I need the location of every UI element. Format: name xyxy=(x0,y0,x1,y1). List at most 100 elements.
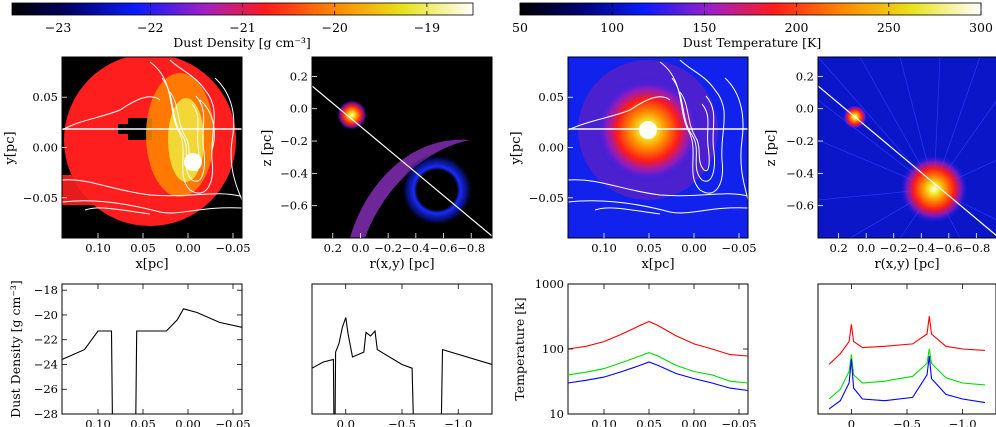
density-profile-xy-frame xyxy=(61,283,243,415)
series-line-density xyxy=(312,317,492,414)
density-profile-rz-axes: 0.0 −0.5 −1.0 xyxy=(337,284,472,427)
colorbar-tick-label: 50 xyxy=(512,20,528,35)
temperature-colorbar-label: Dust Temperature [K] xyxy=(683,35,821,50)
density-profile-rz-lines xyxy=(312,317,492,414)
profile-x-tick-label: −1.0 xyxy=(444,417,472,427)
map-y-tick-label: −0.2 xyxy=(786,134,814,148)
density-profile-ylabel: Dust Density [g cm⁻³] xyxy=(8,280,23,418)
profile-y-tick-label: −24 xyxy=(34,357,58,371)
temperature-profile-rz-lines xyxy=(828,316,985,410)
temperature-xy-ylabel: y[pc] xyxy=(509,131,524,165)
map-x-tick-label: 0.10 xyxy=(591,241,617,255)
map-x-tick-label: −0.05 xyxy=(721,241,756,255)
series-line-min xyxy=(828,355,985,410)
colorbar-tick-label: −19 xyxy=(414,20,440,35)
map-y-tick-label: 0.00 xyxy=(538,141,564,155)
profile-y-tick-label: 1000 xyxy=(535,277,564,291)
temperature-xy-map: 0.10 0.05 0.00 −0.05 0.05 0.00 −0.05 x[pc] y[p… xyxy=(509,56,757,272)
profile-y-tick-label: −26 xyxy=(34,382,58,396)
map-x-tick-label: 0.00 xyxy=(681,241,707,255)
profile-x-tick-label: 0.10 xyxy=(591,417,617,427)
series-line-density xyxy=(62,308,242,414)
profile-x-tick-label: 0.05 xyxy=(636,417,662,427)
map-y-tick-label: −0.2 xyxy=(280,134,308,148)
series-line-max xyxy=(568,320,748,357)
colorbar-tick-label: 300 xyxy=(969,20,993,35)
profile-x-tick-label: 0.05 xyxy=(130,417,156,427)
map-y-tick-label: 0.2 xyxy=(290,69,308,83)
profile-y-tick-label: 10 xyxy=(549,407,564,421)
temperature-rz-axes: 0.2 0.0 −0.2 −0.4 −0.6 −0.80.20.0−0.2−0.4−0.6 xyxy=(786,69,990,255)
profile-x-tick-label: −0.05 xyxy=(721,417,756,427)
map-x-tick-label: 0.05 xyxy=(636,241,662,255)
profile-y-tick-label: −22 xyxy=(34,333,58,347)
temperature-xy-axes: 0.10 0.05 0.00 −0.05 0.05 0.00 −0.05 xyxy=(529,90,757,255)
colorbar-tick-label: −20 xyxy=(322,20,348,35)
map-y-tick-label: −0.05 xyxy=(529,191,564,205)
map-x-tick-label: −0.05 xyxy=(215,241,250,255)
temperature-rz-map: 0.2 0.0 −0.2 −0.4 −0.6 −0.80.20.0−0.2−0.4−0.6… xyxy=(764,56,996,272)
profile-y-tick-label: 100 xyxy=(542,342,564,356)
temperature-colorbar-ticks: 50 100 150 200 250 300 xyxy=(512,3,993,35)
map-y-tick-label: −0.05 xyxy=(23,191,58,205)
map-y-tick-label: 0.00 xyxy=(32,141,58,155)
colorbar-tick-label: −21 xyxy=(229,20,255,35)
map-y-tick-label: −0.6 xyxy=(786,199,814,213)
map-x-tick-label: 0.0 xyxy=(857,241,875,255)
density-profile-xy-lines xyxy=(62,308,242,414)
map-x-tick-label: −0.4 xyxy=(907,241,935,255)
profile-x-tick-label: 0.00 xyxy=(175,417,201,427)
map-x-tick-label: −0.8 xyxy=(457,241,485,255)
map-x-tick-label: −0.4 xyxy=(402,241,430,255)
density-xy-peak xyxy=(184,153,202,171)
density-colorbar-ticks: −23 −22 −21 −20 −19 xyxy=(45,3,440,35)
map-x-tick-label: −0.2 xyxy=(880,241,908,255)
density-rz-xlabel: r(x,y) [pc] xyxy=(369,257,434,272)
density-xy-ylabel: y[pc] xyxy=(3,131,18,165)
temperature-colorbar-gradient xyxy=(519,2,982,16)
map-y-tick-label: −0.4 xyxy=(280,166,308,180)
temperature-rz-ylabel: z [pc] xyxy=(764,130,779,167)
temperature-xy-contours xyxy=(568,59,748,215)
map-x-tick-label: 0.2 xyxy=(324,241,342,255)
map-x-tick-label: −0.6 xyxy=(430,241,458,255)
density-rz-frame xyxy=(311,56,493,239)
profile-x-tick-label: 0.10 xyxy=(85,417,111,427)
profile-x-tick-label: −0.5 xyxy=(893,417,921,427)
map-y-tick-label: 0.05 xyxy=(538,90,564,104)
profile-y-tick-label: −18 xyxy=(34,283,58,297)
map-x-tick-label: 0.0 xyxy=(351,241,369,255)
map-x-tick-label: −0.6 xyxy=(935,241,963,255)
series-line-min xyxy=(568,361,748,392)
colorbar-tick-label: −23 xyxy=(45,20,71,35)
colorbar-tick-label: −22 xyxy=(137,20,163,35)
series-line-max xyxy=(828,316,985,365)
colorbar-tick-label: 200 xyxy=(785,20,809,35)
density-profile-rz-frame xyxy=(311,283,493,415)
density-rz-ylabel: z [pc] xyxy=(260,130,275,167)
temperature-profile-rz-axes: 0 −0.5 −1.0 xyxy=(848,284,977,427)
colorbar-tick-label: 250 xyxy=(877,20,901,35)
density-colorbar: −23 −22 −21 −20 −19 Dust Density [g cm⁻³] xyxy=(11,2,474,50)
density-profile-rz: 0.0 −0.5 −1.0 xyxy=(311,283,493,427)
temperature-profile-xy-lines xyxy=(568,320,748,392)
temperature-colorbar: 50 100 150 200 250 300 Dust Temperature [K] xyxy=(512,2,993,50)
temperature-profile-rz: 0 −0.5 −1.0 xyxy=(817,283,996,427)
profile-x-tick-label: 0 xyxy=(848,417,855,427)
map-x-tick-label: −0.2 xyxy=(374,241,402,255)
temperature-profile-xy: 0.10 0.05 0.00 −0.05 10 100 1000 Temperature [… xyxy=(512,277,757,427)
density-xy-map: 0.10 0.05 0.00 −0.05 0.05 0.00 −0.05 x[pc] y[p… xyxy=(3,56,251,272)
profile-x-tick-label: −0.05 xyxy=(215,417,250,427)
map-y-tick-label: 0.2 xyxy=(796,69,814,83)
colorbar-tick-label: 100 xyxy=(600,20,624,35)
profile-x-tick-label: 0.00 xyxy=(681,417,707,427)
profile-x-tick-label: −0.5 xyxy=(388,417,416,427)
map-y-tick-label: 0.05 xyxy=(32,90,58,104)
density-rz-core xyxy=(337,100,367,130)
density-xy-axes: 0.10 0.05 0.00 −0.05 0.05 0.00 −0.05 xyxy=(23,90,251,255)
map-x-tick-label: 0.10 xyxy=(85,241,111,255)
temperature-rz-xlabel: r(x,y) [pc] xyxy=(874,257,939,272)
temperature-profile-xy-axes: 0.10 0.05 0.00 −0.05 10 100 1000 xyxy=(535,277,757,427)
density-profile-xy-axes: 0.10 0.05 0.00 −0.05 −18 −20 −22 −24 −26 −28 xyxy=(34,283,251,427)
map-y-tick-label: −0.6 xyxy=(280,199,308,213)
